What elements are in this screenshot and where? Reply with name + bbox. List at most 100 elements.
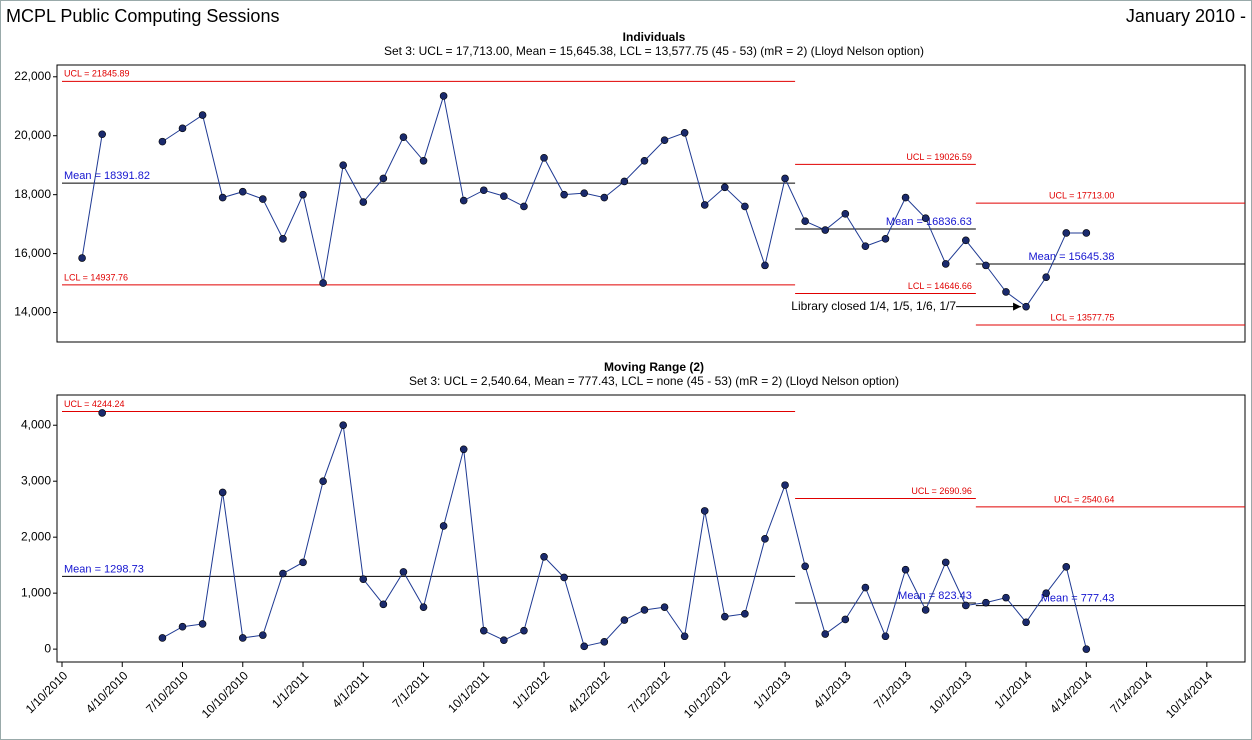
data-point (419, 603, 428, 611)
data-point (399, 133, 408, 141)
data-point (419, 156, 428, 165)
data-point (1062, 563, 1071, 571)
data-point (379, 600, 388, 609)
panel-subtitle: Set 3: UCL = 17,713.00, Mean = 15,645.38… (384, 44, 924, 58)
lcl-line-label: LCL = 14646.66 (908, 281, 972, 291)
ucl-line-label: UCL = 19026.59 (906, 152, 971, 162)
data-point (962, 601, 970, 610)
lcl-line-label: LCL = 14937.76 (64, 272, 128, 282)
mean-line-label: Mean = 16836.63 (886, 216, 972, 228)
data-point (1022, 302, 1030, 311)
data-point (158, 634, 167, 642)
data-point (901, 565, 910, 574)
data-point (319, 477, 327, 486)
data-point (198, 620, 207, 628)
data-point (560, 190, 568, 199)
data-point (821, 630, 830, 638)
data-point (761, 535, 769, 543)
data-point (238, 187, 247, 196)
data-point (580, 642, 589, 651)
ucl-line-label: UCL = 2690.96 (911, 486, 971, 496)
y-tick-label: 4,000 (21, 417, 51, 431)
data-point (660, 136, 669, 144)
y-tick-label: 20,000 (14, 128, 51, 142)
data-point (540, 552, 548, 561)
data-point (459, 196, 468, 205)
data-point (178, 622, 187, 631)
data-point (721, 183, 729, 192)
data-point (941, 260, 950, 268)
data-point (1042, 589, 1050, 597)
data-point (218, 488, 227, 497)
data-point (680, 632, 689, 641)
data-point (218, 193, 227, 202)
data-point (359, 575, 368, 583)
data-point (660, 603, 669, 611)
data-point (861, 242, 870, 251)
data-point (1002, 593, 1010, 602)
data-point (238, 634, 247, 642)
annotation: Library closed 1/4, 1/5, 1/6, 1/7 (791, 299, 956, 313)
data-point (560, 573, 568, 582)
data-point (781, 481, 789, 489)
data-point (761, 261, 769, 270)
data-point (459, 445, 468, 454)
ucl-line-label: UCL = 21845.89 (64, 69, 129, 79)
panel-title: Moving Range (2) (604, 360, 704, 374)
data-point (520, 626, 528, 635)
data-point (881, 235, 890, 243)
data-point (1082, 229, 1091, 237)
data-point (700, 507, 709, 515)
data-point (98, 130, 106, 139)
y-tick-label: 3,000 (21, 473, 51, 487)
data-point (600, 638, 609, 646)
data-point (620, 616, 629, 624)
y-tick-label: 16,000 (14, 246, 51, 260)
data-point (399, 568, 408, 576)
plot-area (56, 394, 1246, 663)
data-point (479, 626, 488, 635)
data-point (500, 192, 508, 200)
data-point (700, 201, 709, 209)
y-tick-label: 0 (44, 641, 51, 655)
data-point (982, 598, 990, 607)
data-point (540, 154, 548, 162)
data-point (78, 254, 86, 262)
data-point (640, 606, 649, 614)
data-point (861, 583, 870, 592)
page-title: MCPL Public Computing Sessions (6, 6, 279, 26)
data-point (439, 522, 448, 530)
mean-line-label: Mean = 15645.38 (1029, 251, 1115, 263)
data-point (1062, 229, 1071, 237)
ucl-line-label: UCL = 2540.64 (1054, 494, 1114, 504)
y-tick-label: 2,000 (21, 529, 51, 543)
data-point (500, 636, 508, 644)
period: January 2010 - (1126, 6, 1246, 26)
data-point (680, 128, 689, 137)
data-point (520, 202, 528, 211)
data-point (259, 195, 267, 203)
data-point (741, 610, 749, 618)
data-point (921, 606, 930, 614)
series-line (81, 134, 103, 259)
data-point (439, 92, 448, 100)
data-point (962, 236, 970, 245)
data-point (1022, 618, 1030, 627)
data-point (901, 193, 910, 202)
data-point (1002, 288, 1010, 296)
lcl-line-label: LCL = 13577.75 (1050, 312, 1114, 322)
mean-line-label: Mean = 777.43 (1041, 593, 1115, 605)
mean-line-label: Mean = 18391.82 (64, 170, 150, 182)
data-point (741, 202, 749, 211)
panel-subtitle: Set 3: UCL = 2,540.64, Mean = 777.43, LC… (409, 374, 899, 388)
data-point (801, 217, 809, 225)
mean-line-label: Mean = 823.43 (898, 590, 972, 602)
data-point (299, 190, 307, 199)
data-point (580, 189, 589, 197)
data-point (359, 198, 368, 206)
data-point (259, 631, 267, 639)
data-point (721, 612, 729, 621)
data-point (198, 111, 207, 119)
data-point (640, 156, 649, 165)
